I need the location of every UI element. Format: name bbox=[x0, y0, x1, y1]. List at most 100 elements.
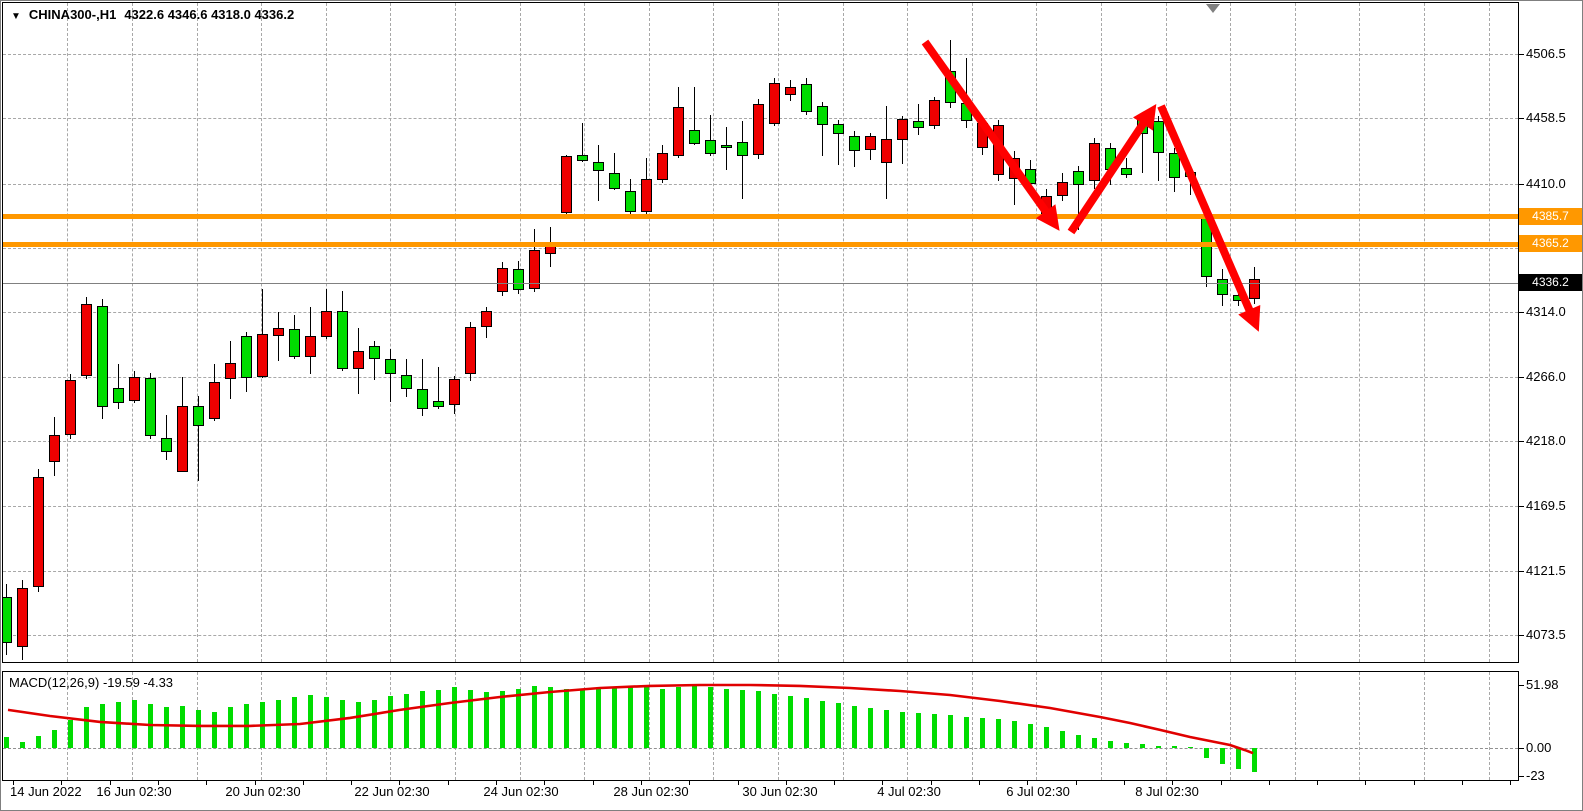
axis-tick bbox=[1519, 506, 1524, 508]
macd-histogram-bar bbox=[36, 735, 41, 748]
vertical-gridline bbox=[519, 3, 521, 662]
time-axis-tick bbox=[206, 781, 208, 785]
time-axis-label: 4 Jul 02:30 bbox=[877, 784, 941, 799]
macd-histogram-bar bbox=[628, 686, 633, 748]
macd-histogram-bar bbox=[1188, 747, 1193, 749]
vertical-gridline bbox=[1294, 672, 1296, 780]
vertical-gridline bbox=[907, 672, 909, 780]
time-axis-label: 14 Jun 2022 bbox=[10, 784, 82, 799]
candle-bull bbox=[513, 268, 524, 290]
candle-wick bbox=[438, 367, 439, 410]
vertical-gridline bbox=[584, 3, 586, 662]
macd-histogram-bar bbox=[852, 705, 857, 748]
time-axis-tick bbox=[1172, 781, 1174, 785]
macd-histogram-bar bbox=[356, 701, 361, 748]
price-axis[interactable]: 4506.5 4458.5 4410.0 4314.0 4266.0 4218.0 4169… bbox=[1519, 0, 1583, 783]
vertical-gridline bbox=[1488, 672, 1490, 780]
vertical-gridline bbox=[132, 3, 133, 662]
price-axis-label: 4314.0 bbox=[1526, 304, 1566, 320]
chart-shift-marker-icon[interactable] bbox=[1206, 4, 1220, 13]
axis-tick bbox=[1519, 685, 1524, 686]
vertical-gridline bbox=[196, 3, 198, 662]
resistance-line bbox=[3, 241, 1518, 247]
vertical-gridline bbox=[390, 3, 392, 662]
time-axis[interactable]: 14 Jun 2022 16 Jun 02:30 20 Jun 02:30 22 Ju… bbox=[2, 781, 1518, 802]
macd-histogram-bar bbox=[1236, 748, 1241, 769]
macd-histogram-bar bbox=[900, 711, 905, 748]
candle-wick bbox=[278, 311, 279, 362]
candle-bull bbox=[417, 389, 428, 410]
candle-bear bbox=[865, 136, 876, 151]
trend-arrow-down[interactable] bbox=[1157, 104, 1261, 332]
candle-bull bbox=[97, 305, 108, 408]
macd-histogram-bar bbox=[1092, 738, 1097, 748]
vertical-gridline bbox=[1359, 3, 1361, 662]
candle-bear bbox=[529, 249, 540, 289]
candle-bull bbox=[913, 121, 924, 129]
candle-bull bbox=[1169, 153, 1180, 179]
candle-wick bbox=[822, 102, 823, 157]
macd-histogram-bar bbox=[1060, 731, 1065, 748]
candle-wick bbox=[694, 87, 695, 146]
candle-bear bbox=[33, 476, 44, 587]
candle-bull bbox=[705, 140, 716, 155]
vertical-gridline bbox=[907, 3, 909, 662]
macd-indicator-label: MACD(12,26,9) -19.59 -4.33 bbox=[9, 675, 174, 690]
vertical-gridline bbox=[1230, 3, 1232, 662]
one-click-trading-arrow-icon[interactable]: ▼ bbox=[11, 11, 21, 22]
candle-bear bbox=[177, 406, 188, 472]
time-axis-tick bbox=[1317, 781, 1319, 785]
time-axis-tick bbox=[979, 781, 980, 785]
resistance-line bbox=[3, 214, 1518, 220]
macd-histogram-bar bbox=[452, 687, 457, 748]
trend-arrow-down[interactable] bbox=[921, 39, 1060, 231]
symbol-timeframe-label: CHINA300-,H1 bbox=[28, 7, 117, 22]
candle-wick bbox=[614, 153, 615, 191]
candle-bear bbox=[225, 363, 236, 380]
macd-histogram-bar bbox=[468, 689, 473, 748]
candle-wick bbox=[198, 396, 199, 482]
axis-tick bbox=[1519, 775, 1524, 777]
macd-axis-label: 51.98 bbox=[1526, 677, 1559, 692]
candle-bull bbox=[737, 142, 748, 157]
time-axis-tick bbox=[544, 781, 546, 785]
candle-bear bbox=[257, 334, 268, 378]
macd-histogram-bar bbox=[1172, 745, 1177, 748]
time-axis-tick bbox=[785, 781, 787, 785]
axis-tick bbox=[1519, 635, 1524, 636]
axis-tick bbox=[1519, 118, 1524, 120]
vertical-gridline bbox=[971, 672, 973, 780]
macd-histogram-bar bbox=[788, 695, 793, 748]
vertical-gridline bbox=[455, 3, 456, 662]
candle-bull bbox=[385, 359, 396, 375]
macd-axis-label: -23 bbox=[1526, 767, 1545, 783]
candle-bull bbox=[1025, 168, 1036, 184]
vertical-gridline bbox=[842, 3, 844, 662]
time-axis-tick bbox=[1510, 781, 1512, 785]
trend-arrow-up[interactable] bbox=[1067, 104, 1157, 235]
candle-bull bbox=[145, 378, 156, 437]
macd-histogram-bar bbox=[420, 691, 425, 748]
candle-wick bbox=[1142, 118, 1143, 174]
candle-bull bbox=[1073, 171, 1084, 186]
macd-pane[interactable]: MACD(12,26,9) -19.59 -4.33 bbox=[2, 671, 1519, 781]
macd-histogram-bar bbox=[740, 689, 745, 748]
candle-bear bbox=[353, 351, 364, 370]
price-axis-label: 4121.5 bbox=[1526, 562, 1566, 578]
candle-bear bbox=[881, 139, 892, 164]
time-axis-tick bbox=[640, 781, 642, 785]
time-axis-label: 30 Jun 02:30 bbox=[742, 784, 818, 799]
time-axis-tick bbox=[689, 781, 691, 785]
candle-wick bbox=[966, 58, 967, 129]
candle-bull bbox=[689, 129, 700, 145]
macd-histogram-bar bbox=[868, 708, 873, 748]
candle-bear bbox=[753, 104, 764, 156]
macd-histogram-bar bbox=[580, 689, 585, 748]
trend-arrows-overlay[interactable] bbox=[3, 3, 1516, 660]
candle-bull bbox=[193, 406, 204, 427]
time-axis-tick bbox=[447, 781, 449, 785]
macd-histogram-bar bbox=[116, 701, 121, 748]
candle-bull bbox=[337, 311, 348, 370]
macd-histogram-bar bbox=[404, 693, 409, 748]
price-chart-pane[interactable]: ▼ CHINA300-,H1 4322.6 4346.6 4318.0 4336.2 bbox=[2, 2, 1519, 663]
